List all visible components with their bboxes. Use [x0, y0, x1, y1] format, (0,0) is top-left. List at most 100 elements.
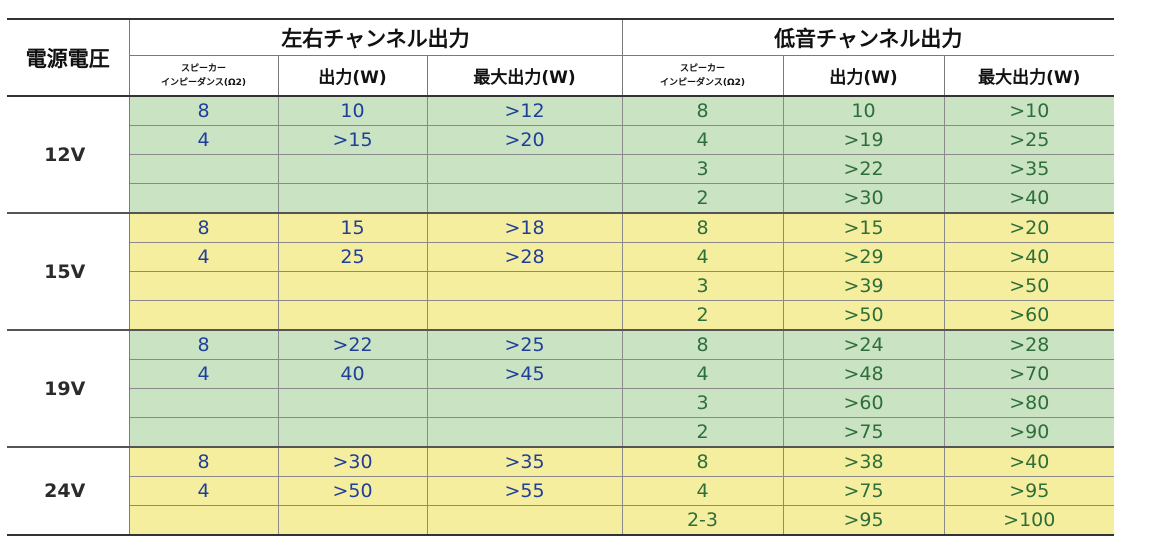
lfe-impedance-header-line2: インピーダンス(Ω2): [660, 77, 745, 88]
lfe-max-output-cell: >60: [944, 300, 1114, 331]
supply-voltage-header: 電源電圧: [7, 18, 130, 97]
lfe-max-output-cell: >95: [944, 476, 1114, 506]
lfe-impedance-cell: 2: [622, 417, 784, 448]
lr-output-header: 出力(W): [278, 55, 428, 97]
lfe-output-cell: >15: [783, 213, 945, 243]
lfe-output-cell: >29: [783, 242, 945, 272]
lr-impedance-header-line2: インピーダンス(Ω2): [161, 77, 246, 88]
lfe-max-output-cell: >10: [944, 96, 1114, 126]
table-body: 12V 8 10 >12 8 10 >10 4 >15 >20 4 >19 >25 3 >22 >35 2 >30…: [7, 96, 1114, 536]
output-spec-table: 電源電圧 左右チャンネル出力 低音チャンネル出力 スピーカー インピーダンス(Ω…: [7, 18, 1114, 536]
lr-max-output-cell: [427, 505, 623, 536]
lr-impedance-cell: [129, 154, 279, 184]
lr-output-cell: [278, 271, 428, 301]
lfe-max-output-header: 最大出力(W): [944, 55, 1114, 97]
table-row: 3 >60 >80: [7, 388, 1114, 418]
lr-max-output-cell: [427, 417, 623, 448]
lr-max-output-cell: >55: [427, 476, 623, 506]
lfe-impedance-cell: 3: [622, 154, 784, 184]
lr-output-cell: 40: [278, 359, 428, 389]
table-row: 2 >30 >40: [7, 183, 1114, 214]
lfe-impedance-cell: 3: [622, 271, 784, 301]
lr-impedance-cell: 8: [129, 96, 279, 126]
lfe-impedance-cell: 3: [622, 388, 784, 418]
lfe-output-cell: >22: [783, 154, 945, 184]
lfe-max-output-cell: >25: [944, 125, 1114, 155]
lr-max-output-header-label: 最大出力(W): [473, 68, 576, 88]
lfe-max-output-cell: >70: [944, 359, 1114, 389]
lr-impedance-header-line1: スピーカー: [180, 63, 226, 74]
lfe-max-output-cell: >40: [944, 183, 1114, 214]
lr-impedance-cell: [129, 417, 279, 448]
lfe-max-output-cell: >90: [944, 417, 1114, 448]
lfe-output-cell: >48: [783, 359, 945, 389]
supply-voltage-cell: 24V: [7, 447, 130, 536]
table-row: 24V 8 >30 >35 8 >38 >40: [7, 447, 1114, 536]
lr-output-cell: 15: [278, 213, 428, 243]
lfe-output-cell: >19: [783, 125, 945, 155]
lr-output-header-label: 出力(W): [318, 68, 387, 88]
table-row: 4 40 >45 4 >48 >70: [7, 359, 1114, 389]
lfe-max-output-cell: >20: [944, 213, 1114, 243]
lr-impedance-cell: 4: [129, 359, 279, 389]
lr-impedance-header: スピーカー インピーダンス(Ω2): [129, 55, 279, 97]
lfe-max-output-header-label: 最大出力(W): [978, 68, 1081, 88]
table-row: 2-3 >95 >100: [7, 505, 1114, 536]
table-row: 3 >39 >50: [7, 271, 1114, 301]
lfe-output-cell: >75: [783, 417, 945, 448]
lr-channel-output-header: 左右チャンネル出力: [129, 18, 623, 56]
lr-max-output-cell: >25: [427, 330, 623, 360]
lfe-impedance-cell: 8: [622, 96, 784, 126]
output-spec-table-wrap: 電源電圧 左右チャンネル出力 低音チャンネル出力 スピーカー インピーダンス(Ω…: [7, 18, 1114, 536]
lr-output-cell: 10: [278, 96, 428, 126]
lfe-impedance-cell: 2-3: [622, 505, 784, 536]
lfe-max-output-cell: >28: [944, 330, 1114, 360]
lr-max-output-cell: >12: [427, 96, 623, 126]
lfe-output-cell: >75: [783, 476, 945, 506]
lr-impedance-cell: 8: [129, 447, 279, 477]
lr-impedance-cell: [129, 300, 279, 331]
lr-output-cell: [278, 388, 428, 418]
lfe-output-cell: >95: [783, 505, 945, 536]
lfe-impedance-cell: 8: [622, 447, 784, 477]
lr-output-cell: [278, 154, 428, 184]
lfe-output-cell: >50: [783, 300, 945, 331]
lr-impedance-cell: 8: [129, 213, 279, 243]
lfe-output-cell: >24: [783, 330, 945, 360]
lr-impedance-cell: [129, 183, 279, 214]
lr-max-output-cell: [427, 271, 623, 301]
lfe-max-output-cell: >50: [944, 271, 1114, 301]
lr-max-output-header: 最大出力(W): [427, 55, 623, 97]
lfe-output-cell: >30: [783, 183, 945, 214]
lfe-output-cell: >60: [783, 388, 945, 418]
lfe-channel-output-header: 低音チャンネル出力: [622, 18, 1114, 56]
lr-output-cell: >22: [278, 330, 428, 360]
lr-max-output-cell: [427, 154, 623, 184]
table-row: 2 >75 >90: [7, 417, 1114, 448]
supply-voltage-cell: 19V: [7, 330, 130, 448]
lr-output-cell: [278, 183, 428, 214]
lr-max-output-cell: [427, 300, 623, 331]
lr-impedance-cell: 4: [129, 476, 279, 506]
lfe-impedance-cell: 4: [622, 125, 784, 155]
lfe-max-output-cell: >35: [944, 154, 1114, 184]
table-row: 19V 8 >22 >25 8 >24 >28: [7, 330, 1114, 448]
lr-output-cell: 25: [278, 242, 428, 272]
lfe-output-header-label: 出力(W): [829, 68, 898, 88]
lfe-impedance-header: スピーカー インピーダンス(Ω2): [622, 55, 784, 97]
lfe-max-output-cell: >40: [944, 447, 1114, 477]
lr-max-output-cell: >28: [427, 242, 623, 272]
lr-impedance-cell: [129, 505, 279, 536]
lfe-impedance-cell: 8: [622, 213, 784, 243]
lr-max-output-cell: [427, 183, 623, 214]
lr-impedance-cell: 4: [129, 125, 279, 155]
lfe-max-output-cell: >80: [944, 388, 1114, 418]
lfe-output-header: 出力(W): [783, 55, 945, 97]
table-header: 電源電圧 左右チャンネル出力 低音チャンネル出力 スピーカー インピーダンス(Ω…: [7, 18, 1114, 97]
lfe-output-cell: 10: [783, 96, 945, 126]
lfe-impedance-header-line1: スピーカー: [679, 63, 725, 74]
lfe-impedance-cell: 4: [622, 242, 784, 272]
lr-output-cell: [278, 300, 428, 331]
lr-max-output-cell: >45: [427, 359, 623, 389]
table-row: 15V 8 15 >18 8 >15 >20: [7, 213, 1114, 331]
